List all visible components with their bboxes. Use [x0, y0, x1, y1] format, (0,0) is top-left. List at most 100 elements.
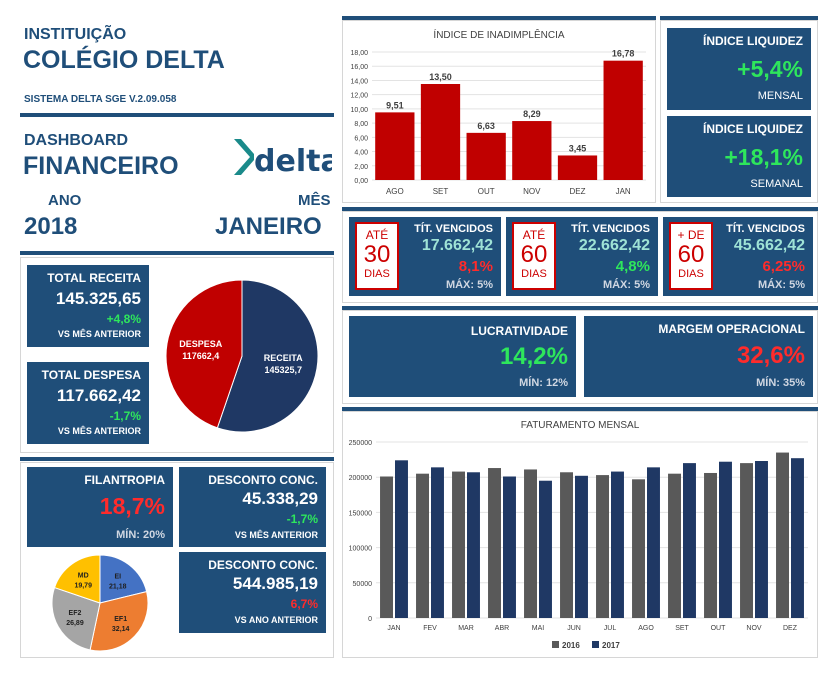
- fat-legend-swatch-2016: [552, 641, 559, 648]
- vencidos-mais60-value: 45.662,42: [733, 237, 805, 254]
- fat-bar-2016-mar[interactable]: [452, 471, 465, 618]
- fat-bar-2016-mai[interactable]: [524, 469, 537, 618]
- fat-bar-2017-out[interactable]: [719, 461, 732, 618]
- pie-value-label: 26,89: [66, 620, 84, 627]
- fat-xtick: OUT: [711, 625, 727, 632]
- vencidos-60-days-box: ATÉ 60 DIAS: [512, 222, 556, 290]
- inad-bar-jan[interactable]: [603, 60, 643, 181]
- inad-ytick: 4,00: [354, 150, 368, 157]
- fat-ytick: 0: [368, 616, 372, 623]
- fat-xtick: DEZ: [783, 625, 798, 632]
- inad-ytick: 10,00: [350, 107, 368, 114]
- inad-bar-set[interactable]: [420, 84, 461, 180]
- system-version: SISTEMA DELTA SGE V.2.09.058: [24, 94, 177, 105]
- liquidez-mensal-value: +5,4%: [737, 56, 803, 82]
- fat-bar-2017-nov[interactable]: [755, 461, 768, 618]
- fat-bar-2017-abr[interactable]: [503, 476, 516, 618]
- filantropia-value: 18,7%: [99, 493, 165, 519]
- vencidos-60-title: TÍT. VENCIDOS: [571, 223, 650, 235]
- fat-xtick: JUN: [567, 625, 581, 632]
- fat-bar-2017-jun[interactable]: [575, 475, 588, 618]
- pie-slice-ef1[interactable]: [89, 590, 149, 652]
- lucratividade-min: MÍN: 12%: [519, 377, 568, 389]
- fat-ytick: 50000: [353, 581, 373, 588]
- desconto-ano-card: DESCONTO CONC. 544.985,19 6,7% VS ANO AN…: [179, 552, 326, 633]
- fat-ytick: 100000: [349, 546, 372, 553]
- pie-slice-ei[interactable]: [99, 554, 148, 604]
- vencidos-mais60-days-box: + DE 60 DIAS: [669, 222, 713, 290]
- fat-xtick: NOV: [746, 625, 762, 632]
- desconto-ano-title: DESCONTO CONC.: [208, 558, 318, 572]
- fat-ytick: 150000: [349, 510, 372, 517]
- fat-bar-2016-set[interactable]: [668, 473, 681, 618]
- divider-lucratividade: [342, 306, 818, 310]
- pie-slice-ef2[interactable]: [51, 586, 101, 651]
- inad-bar-dez[interactable]: [557, 155, 598, 180]
- inad-bar-nov[interactable]: [512, 121, 552, 180]
- fat-bar-2017-jan[interactable]: [395, 460, 408, 618]
- inad-data-label: 8,29: [523, 109, 541, 119]
- fat-bar-2016-nov[interactable]: [740, 463, 753, 618]
- fat-bar-2016-fev[interactable]: [416, 473, 429, 618]
- fat-legend-swatch-2017: [592, 641, 599, 648]
- fat-bar-2017-mai[interactable]: [539, 480, 552, 618]
- inad-data-label: 9,51: [386, 100, 404, 110]
- desconto-ano-change: 6,7%: [290, 597, 318, 611]
- pie-value-label: 32,14: [112, 626, 130, 633]
- pie-label: MD: [78, 573, 89, 580]
- pie-slice-md[interactable]: [53, 554, 101, 604]
- fat-bar-2017-fev[interactable]: [431, 467, 444, 618]
- month-value[interactable]: JANEIRO: [215, 213, 322, 240]
- segment-pie: EI 21,18 EF1 32,14 EF2 26,89 MD 19,79: [51, 554, 149, 652]
- margem-card: MARGEM OPERACIONAL 32,6% MÍN: 35%: [584, 316, 813, 397]
- fat-ytick: 200000: [349, 475, 372, 482]
- fat-bar-2016-dez[interactable]: [776, 452, 789, 618]
- fat-bar-2016-jan[interactable]: [380, 476, 393, 618]
- fat-bar-2017-set[interactable]: [683, 463, 696, 618]
- pie-value-label: 145325,7: [264, 365, 302, 375]
- vencidos-30-value: 17.662,42: [421, 237, 493, 254]
- fat-bar-2016-out[interactable]: [704, 472, 717, 618]
- month-label: MÊS: [298, 192, 331, 209]
- fat-bar-2016-jun[interactable]: [560, 472, 573, 618]
- inad-xtick: JAN: [616, 187, 631, 196]
- desconto-mes-caption: VS MÊS ANTERIOR: [234, 530, 318, 540]
- vencidos-30-pct: 8,1%: [458, 258, 493, 275]
- divider-top-left: [20, 251, 334, 255]
- fat-xtick: ABR: [495, 625, 509, 632]
- fat-xtick: FEV: [423, 625, 437, 632]
- inad-ytick: 12,00: [350, 93, 368, 100]
- institution-name: COLÉGIO DELTA: [23, 46, 225, 74]
- total-despesa-caption: VS MÊS ANTERIOR: [57, 426, 141, 436]
- fat-xtick: AGO: [638, 625, 654, 632]
- divider-bottom-left: [20, 457, 334, 461]
- total-receita-title: TOTAL RECEITA: [47, 271, 141, 285]
- liquidez-mensal-title: ÍNDICE LIQUIDEZ: [702, 34, 803, 48]
- inad-data-label: 13,50: [429, 72, 452, 82]
- delta-logo: delta: [232, 135, 341, 181]
- margem-min: MÍN: 35%: [756, 377, 805, 389]
- fat-bar-2016-ago[interactable]: [632, 479, 645, 618]
- fat-bar-2017-ago[interactable]: [647, 467, 660, 618]
- filantropia-title: FILANTROPIA: [84, 473, 165, 487]
- fat-bar-2017-mar[interactable]: [467, 472, 480, 618]
- institution-label: INSTITUIÇÃO: [24, 26, 127, 43]
- inad-xtick: NOV: [523, 187, 541, 196]
- receita-despesa-pie: RECEITA 145325,7 DESPESA 117662,4: [165, 279, 319, 433]
- inad-bar-out[interactable]: [466, 132, 506, 180]
- liquidez-semanal-value: +18,1%: [724, 144, 803, 170]
- lucratividade-value: 14,2%: [499, 343, 568, 370]
- total-despesa-card: TOTAL DESPESA 117.662,42 -1,7% VS MÊS AN…: [27, 362, 149, 444]
- inad-bar-ago[interactable]: [375, 112, 415, 180]
- year-value[interactable]: 2018: [24, 213, 78, 240]
- pie-slice-despesa[interactable]: [165, 279, 243, 429]
- fat-bar-2017-dez[interactable]: [791, 458, 804, 618]
- fat-bar-2016-abr[interactable]: [488, 468, 501, 618]
- fat-bar-2017-jul[interactable]: [611, 471, 624, 618]
- fat-bar-2016-jul[interactable]: [596, 475, 609, 618]
- vencidos-30-days: 30: [363, 241, 391, 268]
- vencidos-60-suffix: DIAS: [521, 268, 547, 280]
- vencidos-60-value: 22.662,42: [578, 237, 650, 254]
- inad-data-label: 3,45: [569, 143, 587, 153]
- inad-xtick: OUT: [478, 187, 495, 196]
